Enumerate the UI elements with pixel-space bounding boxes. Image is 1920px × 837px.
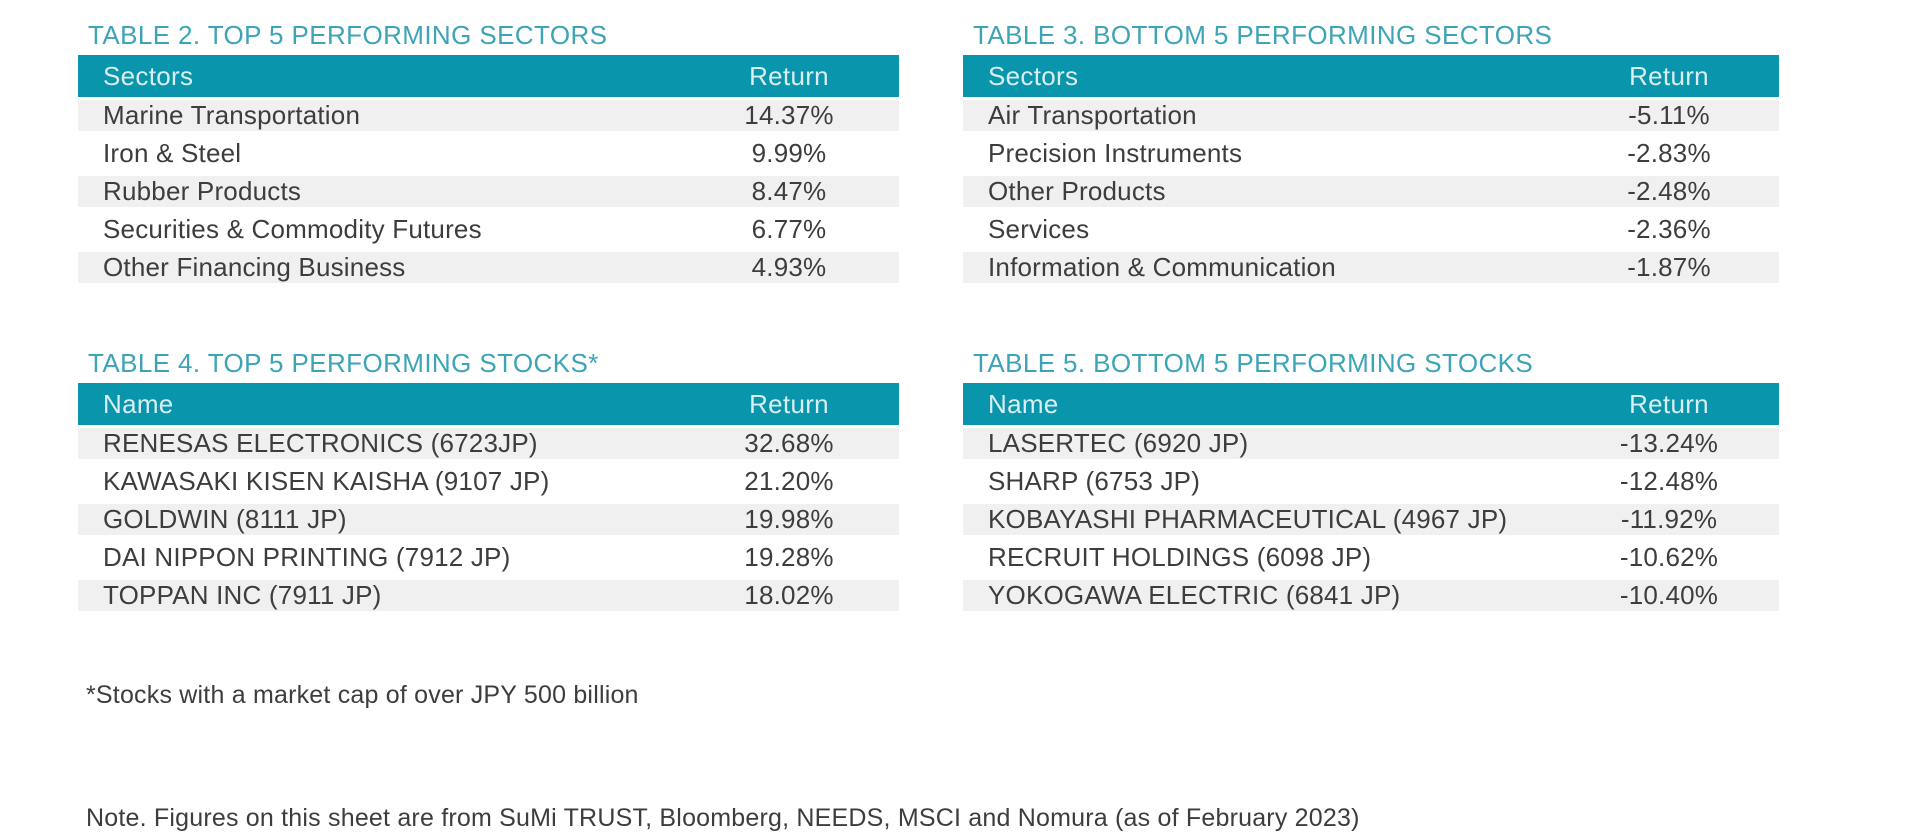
table-row: TOPPAN INC (7911 JP) 18.02% bbox=[78, 577, 899, 615]
table-row: RENESAS ELECTRONICS (6723JP) 32.68% bbox=[78, 425, 899, 463]
cell-return: -1.87% bbox=[1579, 249, 1779, 287]
table-row: Information & Communication -1.87% bbox=[963, 249, 1779, 287]
cell-return: -11.92% bbox=[1579, 501, 1779, 539]
cell-sector: Marine Transportation bbox=[78, 97, 699, 135]
bottom-stocks-section: TABLE 5. BOTTOM 5 PERFORMING STOCKS Name… bbox=[963, 350, 1779, 615]
column-header-return: Return bbox=[699, 55, 899, 97]
cell-sector: Precision Instruments bbox=[963, 135, 1579, 173]
column-header-return: Return bbox=[699, 383, 899, 425]
cell-stock-name: TOPPAN INC (7911 JP) bbox=[78, 577, 699, 615]
cell-sector: Securities & Commodity Futures bbox=[78, 211, 699, 249]
cell-stock-name: LASERTEC (6920 JP) bbox=[963, 425, 1579, 463]
cell-return: -2.36% bbox=[1579, 211, 1779, 249]
cell-return: -5.11% bbox=[1579, 97, 1779, 135]
cell-return: -2.83% bbox=[1579, 135, 1779, 173]
table-header-row: Sectors Return bbox=[963, 55, 1779, 97]
table-title: TABLE 2. TOP 5 PERFORMING SECTORS bbox=[88, 20, 608, 50]
column-header-sectors: Sectors bbox=[78, 55, 699, 97]
cell-return: -10.62% bbox=[1579, 539, 1779, 577]
bottom-sectors-section: TABLE 3. BOTTOM 5 PERFORMING SECTORS Sec… bbox=[963, 22, 1779, 287]
cell-return: 21.20% bbox=[699, 463, 899, 501]
table-row: Iron & Steel 9.99% bbox=[78, 135, 899, 173]
cell-stock-name: RENESAS ELECTRONICS (6723JP) bbox=[78, 425, 699, 463]
top-stocks-section: TABLE 4. TOP 5 PERFORMING STOCKS* Name R… bbox=[78, 350, 899, 615]
cell-sector: Other Products bbox=[963, 173, 1579, 211]
table-title: TABLE 5. BOTTOM 5 PERFORMING STOCKS bbox=[973, 348, 1534, 378]
table-row: Marine Transportation 14.37% bbox=[78, 97, 899, 135]
column-header-name: Name bbox=[963, 383, 1579, 425]
table-header-row: Name Return bbox=[963, 383, 1779, 425]
cell-sector: Air Transportation bbox=[963, 97, 1579, 135]
table-row: Air Transportation -5.11% bbox=[963, 97, 1779, 135]
cell-return: -2.48% bbox=[1579, 173, 1779, 211]
cell-return: 19.28% bbox=[699, 539, 899, 577]
table-row: Other Products -2.48% bbox=[963, 173, 1779, 211]
table-header-row: Sectors Return bbox=[78, 55, 899, 97]
top-sectors-section: TABLE 2. TOP 5 PERFORMING SECTORS Sector… bbox=[78, 22, 899, 287]
cell-stock-name: YOKOGAWA ELECTRIC (6841 JP) bbox=[963, 577, 1579, 615]
column-header-name: Name bbox=[78, 383, 699, 425]
column-header-sectors: Sectors bbox=[963, 55, 1579, 97]
table-row: RECRUIT HOLDINGS (6098 JP) -10.62% bbox=[963, 539, 1779, 577]
table-row: KOBAYASHI PHARMACEUTICAL (4967 JP) -11.9… bbox=[963, 501, 1779, 539]
cell-return: 4.93% bbox=[699, 249, 899, 287]
cell-stock-name: RECRUIT HOLDINGS (6098 JP) bbox=[963, 539, 1579, 577]
cell-stock-name: KOBAYASHI PHARMACEUTICAL (4967 JP) bbox=[963, 501, 1579, 539]
table-row: Services -2.36% bbox=[963, 211, 1779, 249]
market-cap-footnote: *Stocks with a market cap of over JPY 50… bbox=[86, 681, 639, 709]
table-row: LASERTEC (6920 JP) -13.24% bbox=[963, 425, 1779, 463]
cell-sector: Rubber Products bbox=[78, 173, 699, 211]
table-row: KAWASAKI KISEN KAISHA (9107 JP) 21.20% bbox=[78, 463, 899, 501]
table-title: TABLE 3. BOTTOM 5 PERFORMING SECTORS bbox=[973, 20, 1553, 50]
column-header-return: Return bbox=[1579, 55, 1779, 97]
table-row: GOLDWIN (8111 JP) 19.98% bbox=[78, 501, 899, 539]
source-note: Note. Figures on this sheet are from SuM… bbox=[86, 804, 1360, 832]
table-row: Other Financing Business 4.93% bbox=[78, 249, 899, 287]
cell-sector: Information & Communication bbox=[963, 249, 1579, 287]
cell-return: 19.98% bbox=[699, 501, 899, 539]
table-row: DAI NIPPON PRINTING (7912 JP) 19.28% bbox=[78, 539, 899, 577]
table-title: TABLE 4. TOP 5 PERFORMING STOCKS* bbox=[88, 348, 599, 378]
bottom-sectors-table: Sectors Return Air Transportation -5.11%… bbox=[963, 55, 1779, 287]
bottom-stocks-table: Name Return LASERTEC (6920 JP) -13.24% S… bbox=[963, 383, 1779, 615]
column-header-return: Return bbox=[1579, 383, 1779, 425]
cell-return: 6.77% bbox=[699, 211, 899, 249]
cell-stock-name: DAI NIPPON PRINTING (7912 JP) bbox=[78, 539, 699, 577]
table-row: Rubber Products 8.47% bbox=[78, 173, 899, 211]
table-row: Precision Instruments -2.83% bbox=[963, 135, 1779, 173]
table-row: YOKOGAWA ELECTRIC (6841 JP) -10.40% bbox=[963, 577, 1779, 615]
cell-sector: Other Financing Business bbox=[78, 249, 699, 287]
cell-return: 9.99% bbox=[699, 135, 899, 173]
cell-sector: Services bbox=[963, 211, 1579, 249]
cell-sector: Iron & Steel bbox=[78, 135, 699, 173]
table-header-row: Name Return bbox=[78, 383, 899, 425]
cell-stock-name: GOLDWIN (8111 JP) bbox=[78, 501, 699, 539]
cell-stock-name: KAWASAKI KISEN KAISHA (9107 JP) bbox=[78, 463, 699, 501]
cell-return: 14.37% bbox=[699, 97, 899, 135]
top-sectors-table: Sectors Return Marine Transportation 14.… bbox=[78, 55, 899, 287]
table-row: Securities & Commodity Futures 6.77% bbox=[78, 211, 899, 249]
cell-return: 8.47% bbox=[699, 173, 899, 211]
cell-return: 32.68% bbox=[699, 425, 899, 463]
cell-return: -13.24% bbox=[1579, 425, 1779, 463]
cell-stock-name: SHARP (6753 JP) bbox=[963, 463, 1579, 501]
cell-return: -12.48% bbox=[1579, 463, 1779, 501]
table-row: SHARP (6753 JP) -12.48% bbox=[963, 463, 1779, 501]
cell-return: -10.40% bbox=[1579, 577, 1779, 615]
cell-return: 18.02% bbox=[699, 577, 899, 615]
top-stocks-table: Name Return RENESAS ELECTRONICS (6723JP)… bbox=[78, 383, 899, 615]
